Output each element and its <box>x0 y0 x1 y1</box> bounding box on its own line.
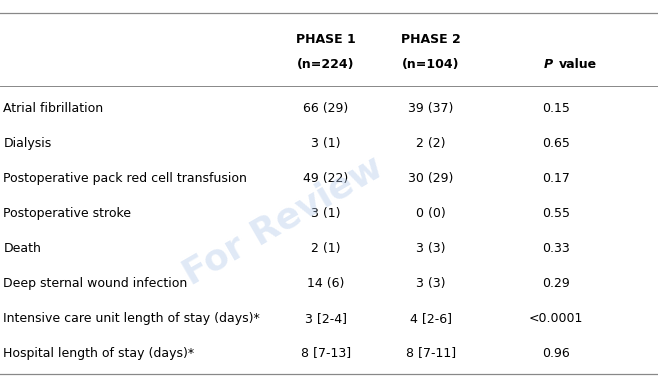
Text: (n=224): (n=224) <box>297 58 355 71</box>
Text: 0.15: 0.15 <box>542 102 570 115</box>
Text: 2 (1): 2 (1) <box>311 242 340 255</box>
Text: 0.17: 0.17 <box>542 172 570 185</box>
Text: 3 (3): 3 (3) <box>417 277 445 290</box>
Text: 30 (29): 30 (29) <box>409 172 453 185</box>
Text: 0.65: 0.65 <box>542 137 570 150</box>
Text: 14 (6): 14 (6) <box>307 277 344 290</box>
Text: 0.55: 0.55 <box>542 207 570 220</box>
Text: 3 (3): 3 (3) <box>417 242 445 255</box>
Text: Dialysis: Dialysis <box>3 137 51 150</box>
Text: Death: Death <box>3 242 41 255</box>
Text: 0.29: 0.29 <box>542 277 570 290</box>
Text: 4 [2-6]: 4 [2-6] <box>410 312 452 325</box>
Text: Intensive care unit length of stay (days)*: Intensive care unit length of stay (days… <box>3 312 260 325</box>
Text: 0.33: 0.33 <box>542 242 570 255</box>
Text: 3 (1): 3 (1) <box>311 207 340 220</box>
Text: 8 [7-13]: 8 [7-13] <box>301 347 351 359</box>
Text: 3 [2-4]: 3 [2-4] <box>305 312 347 325</box>
Text: 49 (22): 49 (22) <box>303 172 348 185</box>
Text: Atrial fibrillation: Atrial fibrillation <box>3 102 103 115</box>
Text: <0.0001: <0.0001 <box>529 312 583 325</box>
Text: Hospital length of stay (days)*: Hospital length of stay (days)* <box>3 347 194 359</box>
Text: (n=104): (n=104) <box>402 58 460 71</box>
Text: 66 (29): 66 (29) <box>303 102 348 115</box>
Text: Postoperative pack red cell transfusion: Postoperative pack red cell transfusion <box>3 172 247 185</box>
Text: Postoperative stroke: Postoperative stroke <box>3 207 132 220</box>
Text: 8 [7-11]: 8 [7-11] <box>406 347 456 359</box>
Text: 2 (2): 2 (2) <box>417 137 445 150</box>
Text: 3 (1): 3 (1) <box>311 137 340 150</box>
Text: PHASE 2: PHASE 2 <box>401 33 461 46</box>
Text: 39 (37): 39 (37) <box>409 102 453 115</box>
Text: value: value <box>559 58 597 71</box>
Text: 0.96: 0.96 <box>542 347 570 359</box>
Text: P: P <box>544 58 553 71</box>
Text: For Review: For Review <box>177 149 389 291</box>
Text: 0 (0): 0 (0) <box>416 207 446 220</box>
Text: Deep sternal wound infection: Deep sternal wound infection <box>3 277 188 290</box>
Text: PHASE 1: PHASE 1 <box>296 33 355 46</box>
